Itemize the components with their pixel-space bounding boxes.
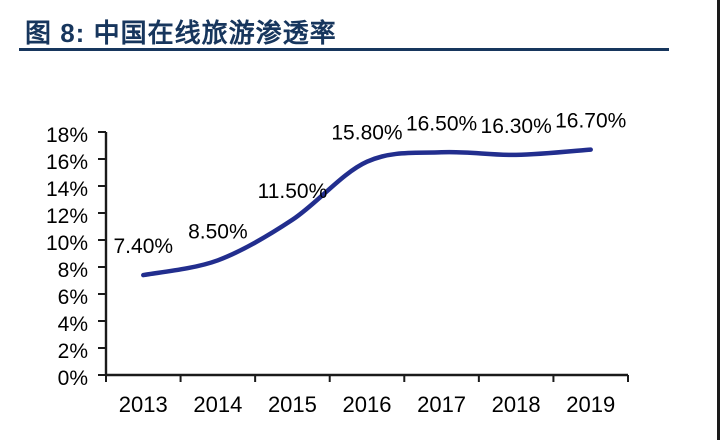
data-label: 16.30% — [481, 115, 552, 138]
data-label: 8.50% — [188, 220, 248, 243]
data-label: 7.40% — [114, 235, 174, 258]
x-axis-label: 2017 — [417, 392, 466, 417]
penetration-series-line — [141, 147, 593, 278]
page-right-border — [717, 0, 720, 440]
y-axis-label: 6% — [58, 286, 88, 309]
x-axis-label: 2016 — [343, 392, 392, 417]
x-axis-label: 2014 — [193, 392, 242, 417]
y-axis-label: 4% — [58, 313, 88, 336]
x-axis-label: 2015 — [268, 392, 317, 417]
data-label: 16.70% — [555, 110, 626, 133]
figure-title: 图 8: 中国在线旅游渗透率 — [25, 18, 337, 48]
y-axis-label: 2% — [58, 340, 88, 363]
y-axis-label: 16% — [46, 151, 88, 174]
x-axis-label: 2013 — [119, 392, 168, 417]
x-axis-label: 2018 — [492, 392, 541, 417]
y-axis-label: 14% — [46, 178, 88, 201]
data-label: 16.50% — [406, 112, 477, 135]
title-underline — [19, 48, 669, 51]
data-label: 15.80% — [331, 122, 402, 145]
y-axis-label: 0% — [58, 367, 88, 390]
x-axis-label: 2019 — [566, 392, 615, 417]
data-label: 11.50% — [258, 180, 328, 203]
y-axis-label: 12% — [46, 205, 88, 228]
y-axis-label: 10% — [46, 232, 88, 255]
y-axis-label: 8% — [58, 259, 88, 282]
y-axis-label: 18% — [46, 124, 88, 147]
